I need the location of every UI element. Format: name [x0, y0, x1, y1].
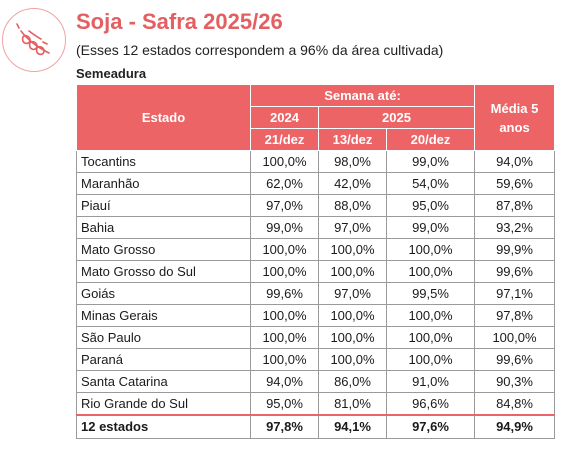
- header-media: Média 5 anos: [474, 84, 555, 151]
- media-cell: 59,6%: [474, 172, 555, 195]
- page-title: Soja - Safra 2025/26: [76, 9, 283, 34]
- table-row: Mato Grosso do Sul 100,0% 100,0% 100,0% …: [76, 260, 555, 283]
- estado-cell: Minas Gerais: [76, 304, 251, 327]
- section-label: Semeadura: [76, 66, 147, 81]
- media-cell: 100,0%: [474, 326, 555, 349]
- value-cell: 100,0%: [386, 260, 475, 283]
- value-cell: 100,0%: [318, 304, 387, 327]
- value-cell: 99,5%: [386, 282, 475, 305]
- value-cell: 100,0%: [250, 150, 319, 173]
- header-year-2024: 2024: [250, 106, 319, 129]
- table-row: Bahia 99,0% 97,0% 99,0% 93,2%: [76, 216, 555, 239]
- table-row: Santa Catarina 94,0% 86,0% 91,0% 90,3%: [76, 370, 555, 393]
- value-cell: 42,0%: [318, 172, 387, 195]
- estado-cell: Goiás: [76, 282, 251, 305]
- media-cell: 99,6%: [474, 260, 555, 283]
- value-cell: 62,0%: [250, 172, 319, 195]
- media-cell: 93,2%: [474, 216, 555, 239]
- value-cell: 100,0%: [318, 238, 387, 261]
- value-cell: 100,0%: [250, 238, 319, 261]
- media-cell: 97,1%: [474, 282, 555, 305]
- value-cell: 100,0%: [250, 260, 319, 283]
- table-row: Maranhão 62,0% 42,0% 54,0% 59,6%: [76, 172, 555, 195]
- media-cell: 90,3%: [474, 370, 555, 393]
- total-row: 12 estados 97,8% 94,1% 97,6% 94,9%: [76, 413, 555, 439]
- header-year-2025: 2025: [318, 106, 475, 129]
- media-cell: 99,9%: [474, 238, 555, 261]
- total-cell: 94,1%: [318, 413, 387, 439]
- total-label: 12 estados: [76, 413, 251, 439]
- value-cell: 100,0%: [386, 304, 475, 327]
- estado-cell: Bahia: [76, 216, 251, 239]
- value-cell: 100,0%: [386, 326, 475, 349]
- value-cell: 99,6%: [250, 282, 319, 305]
- value-cell: 100,0%: [318, 260, 387, 283]
- estado-cell: Mato Grosso do Sul: [76, 260, 251, 283]
- header-date: 21/dez: [250, 128, 319, 151]
- value-cell: 95,0%: [250, 392, 319, 415]
- value-cell: 97,0%: [318, 216, 387, 239]
- value-cell: 100,0%: [250, 304, 319, 327]
- table-row: São Paulo 100,0% 100,0% 100,0% 100,0%: [76, 326, 555, 349]
- media-cell: 87,8%: [474, 194, 555, 217]
- value-cell: 100,0%: [318, 326, 387, 349]
- estado-cell: Mato Grosso: [76, 238, 251, 261]
- header-date: 13/dez: [318, 128, 387, 151]
- value-cell: 99,0%: [250, 216, 319, 239]
- estado-cell: Santa Catarina: [76, 370, 251, 393]
- value-cell: 100,0%: [250, 348, 319, 371]
- total-media-cell: 94,9%: [474, 413, 555, 439]
- header-date: 20/dez: [386, 128, 475, 151]
- media-cell: 84,8%: [474, 392, 555, 415]
- media-cell: 94,0%: [474, 150, 555, 173]
- value-cell: 99,0%: [386, 216, 475, 239]
- table-row: Mato Grosso 100,0% 100,0% 100,0% 99,9%: [76, 238, 555, 261]
- value-cell: 100,0%: [386, 348, 475, 371]
- value-cell: 94,0%: [250, 370, 319, 393]
- value-cell: 100,0%: [250, 326, 319, 349]
- value-cell: 88,0%: [318, 194, 387, 217]
- value-cell: 86,0%: [318, 370, 387, 393]
- header-estado: Estado: [76, 84, 251, 151]
- value-cell: 96,6%: [386, 392, 475, 415]
- total-cell: 97,8%: [250, 413, 319, 439]
- table-row: Piauí 97,0% 88,0% 95,0% 87,8%: [76, 194, 555, 217]
- estado-cell: Rio Grande do Sul: [76, 392, 251, 415]
- estado-cell: Paraná: [76, 348, 251, 371]
- table-row: Goiás 99,6% 97,0% 99,5% 97,1%: [76, 282, 555, 305]
- estado-cell: São Paulo: [76, 326, 251, 349]
- value-cell: 95,0%: [386, 194, 475, 217]
- value-cell: 54,0%: [386, 172, 475, 195]
- table-row: Paraná 100,0% 100,0% 100,0% 99,6%: [76, 348, 555, 371]
- value-cell: 98,0%: [318, 150, 387, 173]
- header-semana: Semana até:: [250, 84, 475, 107]
- value-cell: 99,0%: [386, 150, 475, 173]
- table-row: Minas Gerais 100,0% 100,0% 100,0% 97,8%: [76, 304, 555, 327]
- total-cell: 97,6%: [386, 413, 475, 439]
- estado-cell: Tocantins: [76, 150, 251, 173]
- value-cell: 81,0%: [318, 392, 387, 415]
- value-cell: 91,0%: [386, 370, 475, 393]
- table-row: Rio Grande do Sul 95,0% 81,0% 96,6% 84,8…: [76, 392, 555, 415]
- page-subtitle: (Esses 12 estados correspondem a 96% da …: [76, 42, 444, 58]
- media-cell: 97,8%: [474, 304, 555, 327]
- media-cell: 99,6%: [474, 348, 555, 371]
- value-cell: 97,0%: [318, 282, 387, 305]
- value-cell: 97,0%: [250, 194, 319, 217]
- value-cell: 100,0%: [386, 238, 475, 261]
- estado-cell: Piauí: [76, 194, 251, 217]
- estado-cell: Maranhão: [76, 172, 251, 195]
- semeadura-table: Estado Semana até: Média 5 anos 2024 202…: [76, 84, 555, 439]
- value-cell: 100,0%: [318, 348, 387, 371]
- soybean-pod-icon: [2, 8, 66, 72]
- table-row: Tocantins 100,0% 98,0% 99,0% 94,0%: [76, 150, 555, 173]
